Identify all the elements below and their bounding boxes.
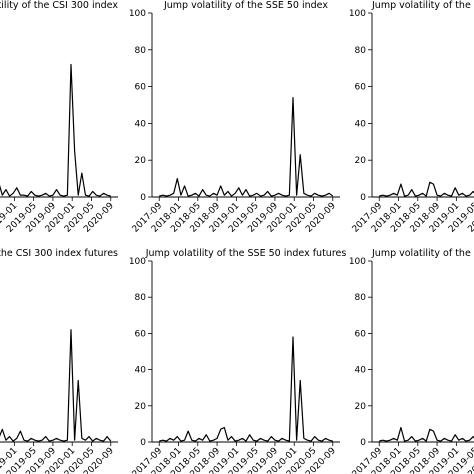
series-line (0, 329, 112, 442)
y-tick-label: 0 (360, 193, 366, 203)
y-tick-label: 20 (355, 402, 367, 412)
y-tick-label: 100 (349, 9, 366, 19)
y-tick-label: 100 (129, 9, 146, 19)
panel-title: Jump volatility of the SSE 50 index futu… (145, 248, 347, 259)
series-line (379, 181, 474, 197)
panel-title: of the CSI 300 index futures (0, 248, 118, 259)
panel-title: tility of the CSI 300 index (0, 0, 118, 11)
series-line (0, 63, 111, 197)
series-line (379, 426, 474, 442)
series-line (159, 97, 334, 197)
y-tick-label: 60 (355, 329, 367, 339)
y-tick-label: 20 (135, 402, 147, 412)
y-tick-label: 0 (140, 438, 146, 448)
y-tick-label: 100 (349, 257, 366, 267)
y-tick-label: 80 (135, 293, 147, 303)
panel-title: Jump volatility of the CS (371, 248, 474, 259)
y-tick-label: 40 (135, 366, 147, 376)
y-tick-label: 60 (355, 83, 367, 93)
y-tick-label: 20 (135, 156, 147, 166)
y-tick-label: 20 (355, 156, 367, 166)
y-tick-label: 60 (135, 83, 147, 93)
panel-title: Jump volatility of the (371, 0, 471, 11)
y-tick-label: 80 (135, 46, 147, 56)
y-tick-label: 0 (360, 438, 366, 448)
y-tick-label: 40 (135, 119, 147, 129)
y-tick-label: 40 (355, 119, 367, 129)
y-tick-label: 100 (129, 257, 146, 267)
y-tick-label: 80 (355, 46, 367, 56)
y-tick-label: 40 (355, 366, 367, 376)
y-tick-label: 0 (140, 193, 146, 203)
y-tick-label: 80 (355, 293, 367, 303)
y-tick-label: 60 (135, 329, 147, 339)
panel-title: Jump volatility of the SSE 50 index (163, 0, 328, 11)
series-line (159, 336, 333, 442)
